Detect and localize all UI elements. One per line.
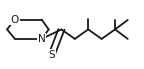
Text: S: S bbox=[48, 50, 55, 60]
Text: N: N bbox=[38, 34, 46, 44]
Text: O: O bbox=[11, 15, 19, 25]
